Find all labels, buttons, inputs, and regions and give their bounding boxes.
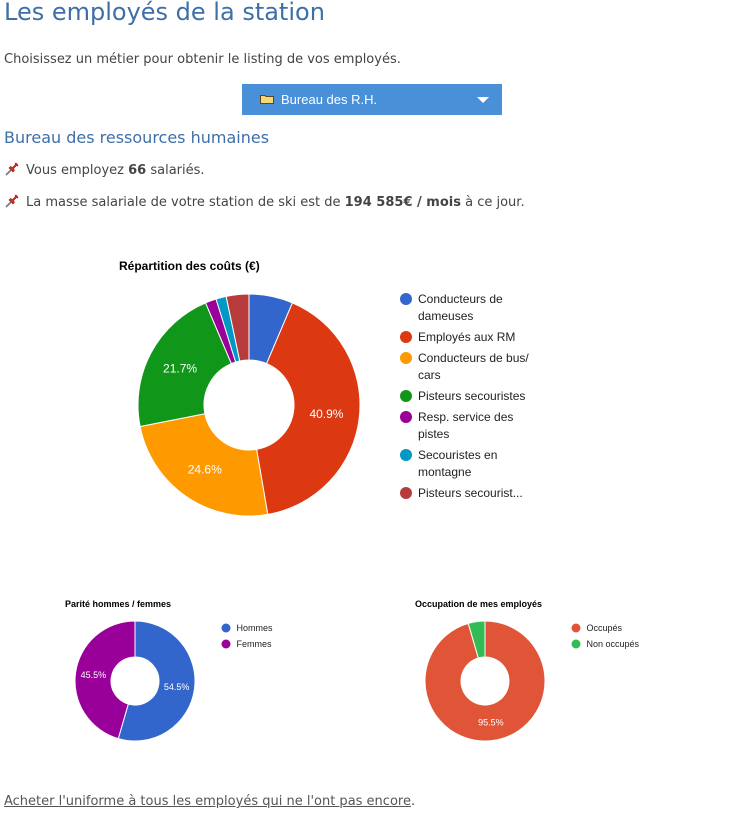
employees-suffix: salariés. <box>150 163 205 178</box>
pie-slice <box>117 620 196 742</box>
intro-text: Choisissez un métier pour obtenir le lis… <box>4 52 401 67</box>
pie-slice <box>424 620 546 742</box>
chevron-down-icon <box>477 97 489 103</box>
pie-slice <box>256 302 361 515</box>
pushpin-icon <box>5 162 19 176</box>
payroll-prefix: La masse salariale de votre station de s… <box>26 195 341 210</box>
donut-chart-2: Parité hommes / femmes 54.5% 45.5% Hommes Fe… <box>65 599 274 742</box>
slice-label: 40.9% <box>309 407 343 421</box>
payroll-line: La masse salariale de votre station de s… <box>4 193 525 210</box>
pie-slice <box>467 620 486 659</box>
legend-entry: Conducteurs de bus/cars <box>418 351 529 382</box>
footer-trailing: . <box>410 794 416 809</box>
legend-entry: Non occupés <box>587 639 640 649</box>
payroll-suffix: à ce jour. <box>465 195 525 210</box>
slice-label: 21.7% <box>163 362 197 376</box>
legend-marker <box>400 390 412 402</box>
legend-marker <box>400 449 412 461</box>
job-select-dropdown[interactable]: Bureau des R.H. <box>242 84 502 115</box>
legend-marker <box>400 487 412 499</box>
legend-entry: Employés aux RM <box>418 330 515 344</box>
employee-count-line: Vous employez 66 salariés. <box>4 161 205 178</box>
buy-uniform-link[interactable]: Acheter l'uniforme à tous les employés q… <box>4 794 411 809</box>
legend-marker <box>400 411 412 423</box>
employees-prefix: Vous employez <box>26 163 124 178</box>
legend-entry: Femmes <box>237 639 273 649</box>
employees-count: 66 <box>128 163 147 178</box>
legend-entry: Occupés <box>587 623 623 633</box>
chart-title: Parité hommes / femmes <box>65 599 171 609</box>
slice-label: 54.5% <box>164 682 190 692</box>
section-title: Bureau des ressources humaines <box>4 128 270 147</box>
legend-marker <box>571 639 581 649</box>
legend-entry: Conducteurs de dameuses <box>418 292 503 323</box>
legend-marker <box>400 293 412 305</box>
legend-entry: Pisteurs secouristes <box>418 389 525 403</box>
slice-label: 45.5% <box>81 670 107 680</box>
pie-slice <box>137 302 233 428</box>
payroll-value: 194 585€ / mois <box>344 195 461 210</box>
pie-slice <box>225 293 250 362</box>
legend-entry: Resp. service des pistes <box>418 410 513 441</box>
chart-title: Répartition des coûts (€) <box>119 259 260 273</box>
legend-marker <box>571 623 581 633</box>
donut-chart-3: Occupation de mes employés 95.5% Occupés No… <box>415 599 640 742</box>
slice-label: 95.5% <box>478 718 504 728</box>
folder-icon <box>260 95 274 104</box>
legend-marker <box>400 331 412 343</box>
pie-slice <box>74 620 136 740</box>
legend-entry: Pisteurs secourist... <box>418 486 523 500</box>
pie-slice <box>139 413 269 517</box>
slice-label: 24.6% <box>188 462 222 476</box>
legend-marker <box>400 352 412 364</box>
job-select-value: Bureau des R.H. <box>281 92 378 107</box>
donut-chart-1: Répartition des coûts (€) 40.9% 24.6% 21.7%… <box>119 259 529 517</box>
legend-marker <box>221 623 231 633</box>
legend-entry: Secouristes en montagne <box>418 448 497 479</box>
page-title: Les employés de la station <box>4 0 325 26</box>
chart-title: Occupation de mes employés <box>415 599 542 609</box>
legend-entry: Hommes <box>237 623 274 633</box>
pushpin-icon <box>5 194 19 208</box>
footer-line: Acheter l'uniforme à tous les employés q… <box>4 794 415 809</box>
legend-marker <box>221 639 231 649</box>
